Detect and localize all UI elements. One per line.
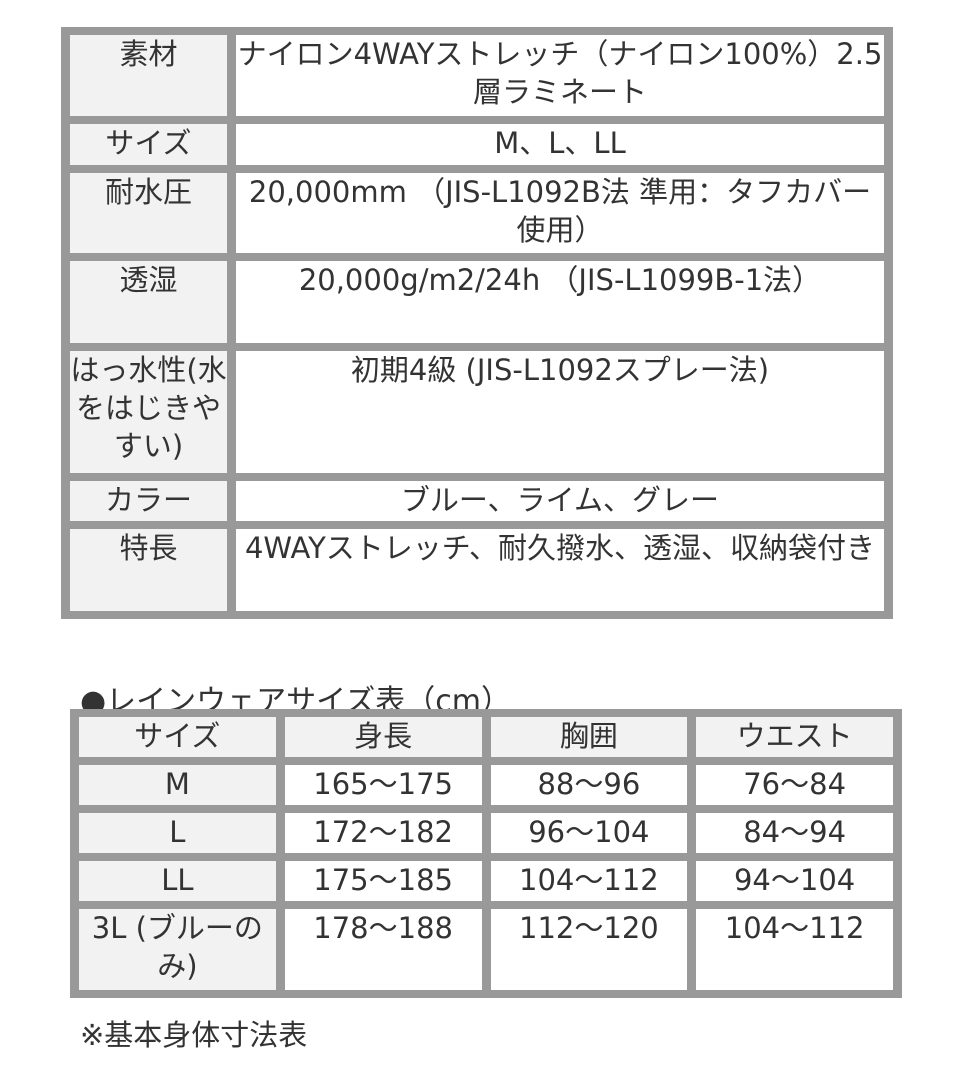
table-header-row: サイズ 身長 胸囲 ウエスト [79,717,893,757]
row-value: 20,000g/m2/24h （JIS-L1099B-1法） [236,261,884,343]
table-row: L 172〜182 96〜104 84〜94 [79,813,893,853]
table-row: LL 175〜185 104〜112 94〜104 [79,861,893,901]
row-value: 4WAYストレッチ、耐久撥水、透湿、収納袋付き [236,529,884,611]
table-cell: 96〜104 [490,813,688,853]
row-label: 素材 [70,35,227,116]
table-row: サイズ M、L、LL [70,124,884,165]
row-value: 初期4級 (JIS-L1092スプレー法) [236,351,884,473]
row-value: ナイロン4WAYストレッチ（ナイロン100%）2.5層ラミネート [236,35,884,116]
row-label: 特長 [70,529,227,611]
table-cell: 88〜96 [490,765,688,805]
header-cell: 身長 [284,717,482,757]
table-cell: 84〜94 [696,813,893,853]
table-row: 3L (ブルーのみ) 178〜188 112〜120 104〜112 [79,909,893,990]
size-cell: 3L (ブルーのみ) [79,909,276,990]
row-value: 20,000mm （JIS-L1092B法 準用：タフカバー使用） [236,173,884,253]
table-row: M 165〜175 88〜96 76〜84 [79,765,893,805]
table-cell: 94〜104 [696,861,893,901]
table-cell: 76〜84 [696,765,893,805]
header-cell: サイズ [79,717,276,757]
footnote: ※基本身体寸法表 [80,1018,308,1052]
spec-table: 素材 ナイロン4WAYストレッチ（ナイロン100%）2.5層ラミネート サイズ M、… [61,27,893,619]
table-row: 素材 ナイロン4WAYストレッチ（ナイロン100%）2.5層ラミネート [70,35,884,116]
table-row: はっ水性(水をはじきやすい) 初期4級 (JIS-L1092スプレー法) [70,351,884,473]
table-cell: 178〜188 [284,909,482,990]
size-table: サイズ 身長 胸囲 ウエスト M 165〜175 88〜96 76〜84 L 1… [70,709,902,998]
row-label: カラー [70,481,227,521]
row-label: 透湿 [70,261,227,343]
table-cell: 165〜175 [284,765,482,805]
size-cell: M [79,765,276,805]
table-row: 透湿 20,000g/m2/24h （JIS-L1099B-1法） [70,261,884,343]
table-cell: 104〜112 [490,861,688,901]
table-row: 特長 4WAYストレッチ、耐久撥水、透湿、収納袋付き [70,529,884,611]
table-cell: 172〜182 [284,813,482,853]
table-row: 耐水圧 20,000mm （JIS-L1092B法 準用：タフカバー使用） [70,173,884,253]
row-label: 耐水圧 [70,173,227,253]
table-cell: 175〜185 [284,861,482,901]
header-cell: 胸囲 [490,717,688,757]
row-label: はっ水性(水をはじきやすい) [70,351,227,473]
row-value: ブルー、ライム、グレー [236,481,884,521]
size-cell: LL [79,861,276,901]
header-cell: ウエスト [696,717,893,757]
size-cell: L [79,813,276,853]
row-value: M、L、LL [236,124,884,165]
row-label: サイズ [70,124,227,165]
table-cell: 104〜112 [696,909,893,990]
table-cell: 112〜120 [490,909,688,990]
table-row: カラー ブルー、ライム、グレー [70,481,884,521]
